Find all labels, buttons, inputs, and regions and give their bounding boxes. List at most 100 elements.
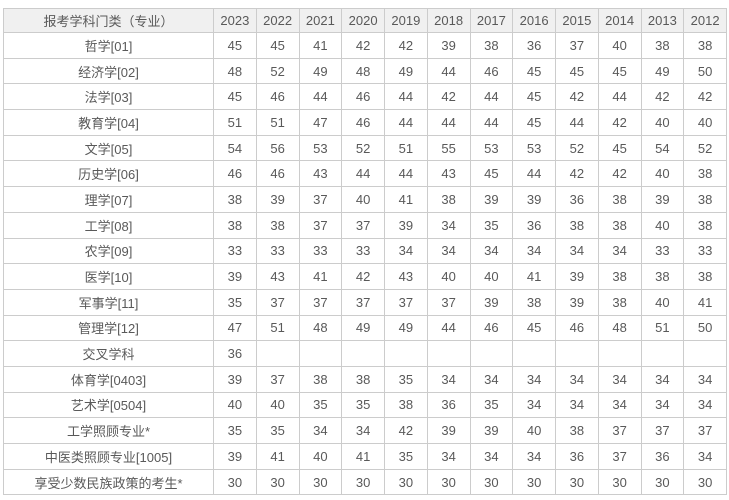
score-cell: 52 (555, 134, 599, 162)
table-row: 艺术学[0504] 40 40 35 35 38 36 35 34 34 34 34 34 (3, 391, 727, 419)
score-cell (640, 340, 685, 367)
score-cell: 56 (255, 134, 300, 162)
score-cell: 30 (426, 468, 471, 496)
row-label: 交叉学科 (3, 340, 214, 367)
score-cell (512, 340, 556, 367)
score-cell: 45 (213, 32, 257, 59)
column-header-year: 2020 (341, 8, 385, 33)
score-cell: 46 (255, 83, 300, 111)
score-cell: 33 (213, 237, 257, 265)
score-cell: 44 (341, 160, 385, 188)
column-header-year: 2019 (384, 8, 428, 33)
score-cell: 39 (469, 288, 514, 316)
row-label: 历史学[06] (3, 160, 214, 188)
score-cell: 40 (597, 32, 642, 59)
score-cell: 38 (213, 211, 257, 239)
score-cell: 48 (213, 57, 257, 85)
score-cell: 45 (469, 160, 514, 188)
score-cell: 44 (512, 160, 556, 188)
score-cell: 45 (512, 314, 556, 342)
score-cell: 34 (597, 391, 642, 419)
score-cell: 42 (597, 109, 642, 136)
score-cell: 34 (469, 443, 514, 470)
score-cell: 43 (255, 263, 300, 290)
score-cell: 40 (640, 109, 685, 136)
score-cell: 42 (384, 32, 428, 59)
score-cell: 34 (512, 365, 556, 393)
score-cell: 41 (683, 288, 727, 316)
score-cell: 39 (213, 263, 257, 290)
score-cell: 34 (640, 391, 685, 419)
score-cell: 34 (341, 417, 385, 444)
row-label: 体育学[0403] (3, 365, 214, 393)
score-cell: 42 (683, 83, 727, 111)
score-cell: 38 (683, 160, 727, 188)
score-cell (298, 340, 343, 367)
score-cell: 38 (683, 211, 727, 239)
score-cell: 49 (298, 57, 343, 85)
score-cell: 30 (597, 468, 642, 496)
score-cell: 34 (512, 443, 556, 470)
score-cell: 37 (341, 211, 385, 239)
score-cell: 44 (384, 109, 428, 136)
row-label: 经济学[02] (3, 57, 214, 85)
score-cell (384, 340, 428, 367)
score-cell: 41 (384, 186, 428, 213)
score-cell: 40 (640, 160, 685, 188)
score-cell: 48 (298, 314, 343, 342)
score-cell: 52 (341, 134, 385, 162)
score-cell: 30 (512, 468, 556, 496)
score-cell: 37 (597, 443, 642, 470)
score-cell: 34 (640, 365, 685, 393)
score-cell: 53 (469, 134, 514, 162)
score-cell: 40 (341, 186, 385, 213)
score-cell: 45 (512, 83, 556, 111)
score-cell: 34 (555, 237, 599, 265)
score-cell: 37 (255, 288, 300, 316)
score-cell: 42 (640, 83, 685, 111)
score-cell: 37 (683, 417, 727, 444)
score-cell: 34 (384, 237, 428, 265)
score-cell: 37 (555, 32, 599, 59)
score-cell: 38 (597, 263, 642, 290)
score-cell (426, 340, 471, 367)
score-cell: 36 (426, 391, 471, 419)
score-cell: 43 (426, 160, 471, 188)
score-cell: 41 (298, 32, 343, 59)
column-header-category: 报考学科门类（专业） (3, 8, 214, 33)
score-cell: 35 (298, 391, 343, 419)
table-row: 工学照顾专业* 35 35 34 34 42 39 39 40 38 37 37 37 (3, 417, 727, 444)
score-cell: 44 (384, 83, 428, 111)
score-cell: 39 (469, 186, 514, 213)
table-row: 农学[09] 33 33 33 33 34 34 34 34 34 34 33 33 (3, 237, 727, 265)
score-cell: 38 (683, 32, 727, 59)
score-cell: 46 (469, 57, 514, 85)
score-cell: 30 (469, 468, 514, 496)
score-cell: 38 (213, 186, 257, 213)
score-cell: 41 (512, 263, 556, 290)
score-cell: 37 (298, 211, 343, 239)
score-cell: 30 (255, 468, 300, 496)
score-cell: 51 (255, 314, 300, 342)
table-row: 中医类照顾专业[1005] 39 41 40 41 35 34 34 34 36 37 36 34 (3, 443, 727, 470)
table-row: 管理学[12] 47 51 48 49 49 44 46 45 46 48 51 50 (3, 314, 727, 342)
score-cell: 45 (597, 57, 642, 85)
score-cell (683, 340, 727, 367)
score-cell: 37 (640, 417, 685, 444)
column-header-year: 2022 (255, 8, 300, 33)
row-label: 工学照顾专业* (3, 417, 214, 444)
score-cell: 38 (683, 263, 727, 290)
score-cell: 34 (426, 211, 471, 239)
score-cell: 45 (597, 134, 642, 162)
score-cell: 36 (555, 186, 599, 213)
score-cell: 37 (384, 288, 428, 316)
row-label: 文学[05] (3, 134, 214, 162)
score-cell: 54 (640, 134, 685, 162)
score-cell: 51 (640, 314, 685, 342)
score-cell: 37 (298, 288, 343, 316)
score-cell: 35 (255, 417, 300, 444)
score-cell: 40 (426, 263, 471, 290)
score-cell: 40 (640, 288, 685, 316)
score-cell: 39 (640, 186, 685, 213)
